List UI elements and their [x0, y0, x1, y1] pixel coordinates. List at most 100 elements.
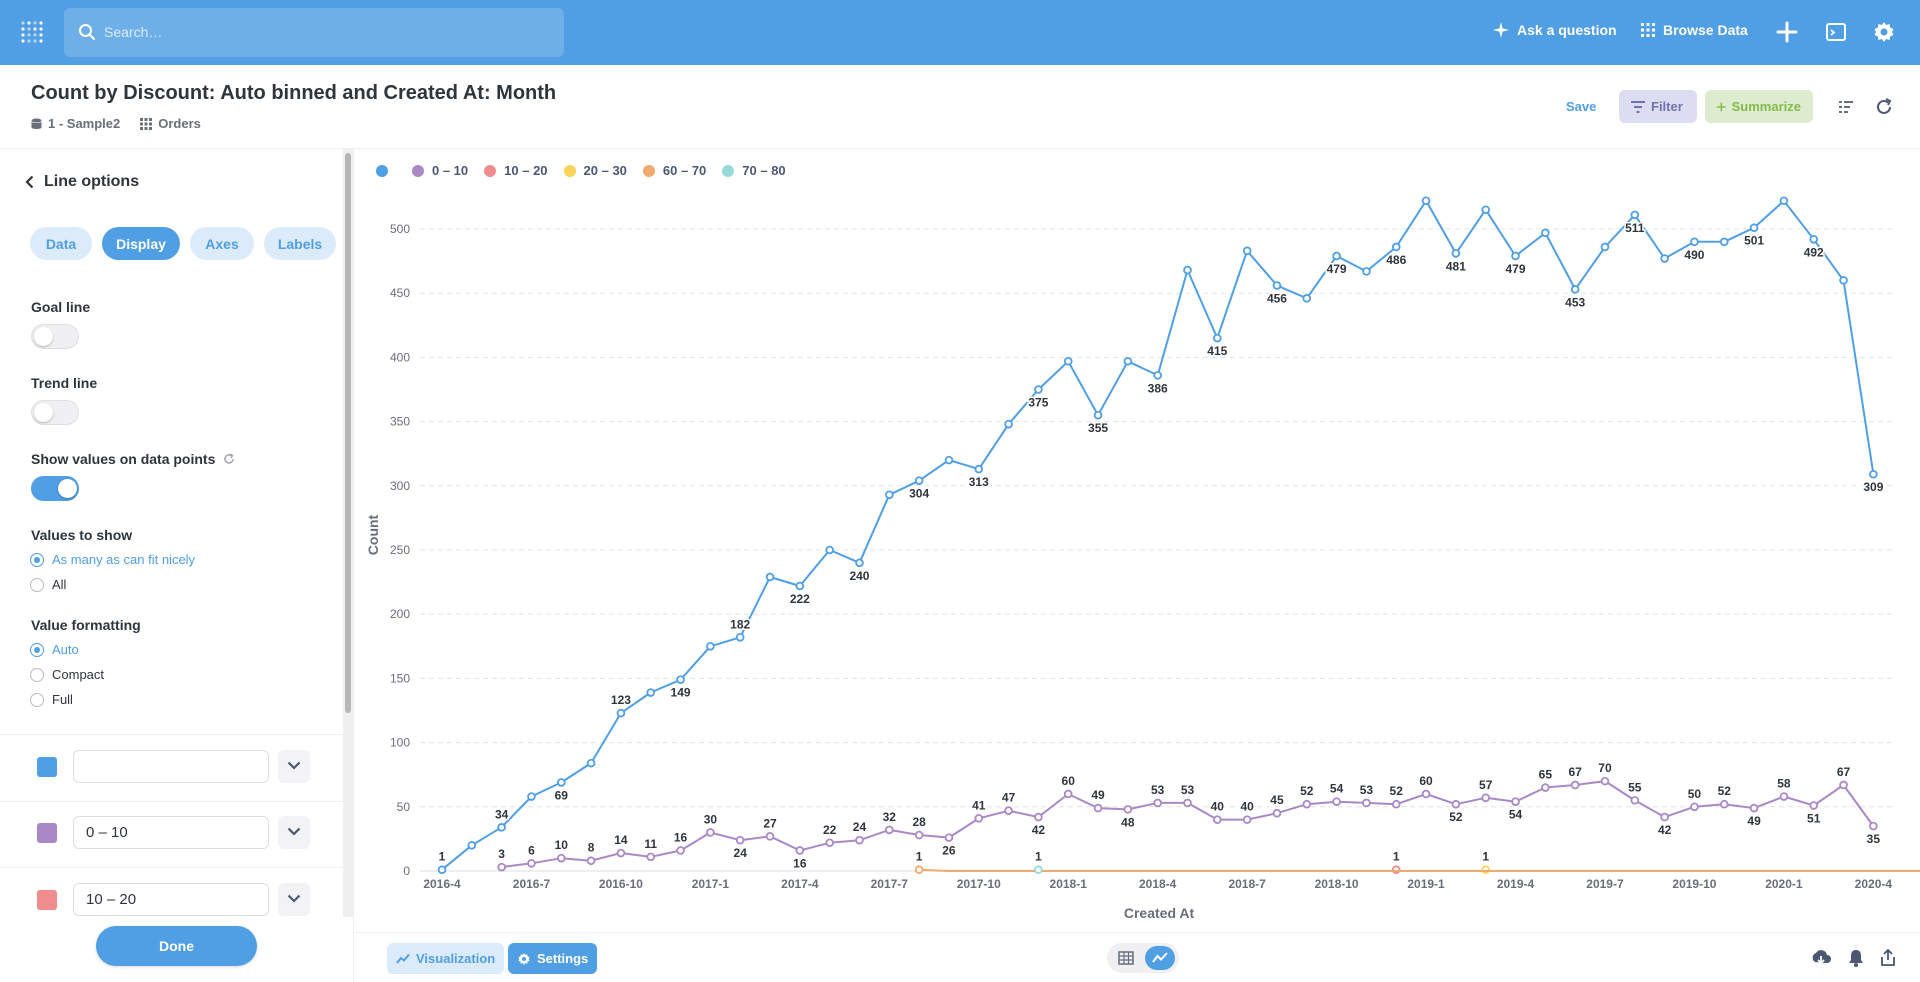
legend-label: 20 – 30	[583, 163, 627, 178]
tab-data[interactable]: Data	[30, 227, 92, 260]
data-point	[1362, 798, 1371, 808]
sql-editor-icon[interactable]	[1824, 20, 1848, 44]
bell-icon[interactable]	[1845, 947, 1867, 969]
legend-item[interactable]: 60 – 70	[642, 163, 706, 178]
settings-button[interactable]: Settings	[508, 943, 598, 974]
trend-line-label: Trend line	[31, 375, 98, 391]
tab-axes[interactable]: Axes	[190, 227, 254, 260]
legend-item[interactable]: 20 – 30	[563, 163, 627, 178]
data-point	[467, 841, 477, 850]
divider	[0, 867, 343, 868]
x-tick-label: 2018-4	[1139, 877, 1177, 891]
data-label: 222	[790, 592, 810, 606]
data-point	[884, 490, 894, 500]
download-icon[interactable]	[1810, 947, 1832, 969]
data-label: 30	[704, 812, 718, 826]
data-label: 309	[1863, 480, 1883, 494]
data-label: 490	[1684, 248, 1704, 262]
table-name[interactable]: Orders	[158, 116, 201, 131]
question-title[interactable]: Count by Discount: Auto binned and Creat…	[31, 82, 557, 104]
summarize-button[interactable]: Summarize	[1705, 90, 1813, 123]
data-point	[1034, 385, 1043, 394]
data-label: 54	[1509, 808, 1523, 822]
database-name[interactable]: 1 - Sample2	[48, 116, 121, 131]
series-settings-dropdown[interactable]	[278, 883, 310, 916]
legend-label: 10 – 20	[504, 163, 548, 178]
data-label: 375	[1028, 396, 1048, 410]
sparkle-icon	[1493, 22, 1509, 38]
legend-item[interactable]: 0 – 10	[412, 163, 468, 178]
data-label: 1	[439, 850, 446, 864]
data-point	[616, 848, 626, 858]
add-icon[interactable]	[1775, 20, 1799, 44]
divider	[0, 801, 343, 802]
format-option-full[interactable]: Full	[30, 692, 73, 707]
data-label: 34	[495, 807, 509, 821]
series-name-input[interactable]: 0 – 10	[73, 816, 269, 849]
legend-item[interactable]: 70 – 80	[722, 163, 786, 178]
metabase-logo-icon[interactable]	[20, 20, 46, 46]
data-label: 60	[1062, 774, 1076, 788]
values-option-all[interactable]: All	[30, 577, 66, 592]
legend-item[interactable]: 10 – 20	[484, 163, 548, 178]
goal-line-toggle[interactable]	[31, 324, 79, 349]
search-bar[interactable]: Search…	[64, 8, 564, 57]
values-option-fit[interactable]: As many as can fit nicely	[30, 552, 195, 567]
data-point	[1511, 251, 1520, 261]
data-label: 28	[912, 815, 926, 829]
series-settings-dropdown[interactable]	[278, 816, 310, 849]
browse-data-button[interactable]: Browse Data	[1641, 22, 1748, 38]
data-point	[1093, 803, 1103, 813]
show-values-toggle[interactable]	[31, 476, 79, 501]
show-values-setting: Show values on data points	[31, 451, 235, 467]
tab-labels[interactable]: Labels	[264, 227, 336, 260]
chevron-left-icon	[25, 175, 34, 189]
filter-button[interactable]: Filter	[1619, 90, 1697, 123]
tab-display[interactable]: Display	[102, 227, 180, 260]
data-point	[1153, 798, 1162, 808]
series-color-swatch[interactable]	[37, 890, 57, 910]
data-label: 501	[1744, 234, 1764, 248]
series-color-swatch[interactable]	[37, 823, 57, 843]
legend-item[interactable]	[376, 164, 396, 177]
data-label: 42	[1032, 823, 1046, 837]
data-label: 32	[883, 810, 897, 824]
visualization-button[interactable]: Visualization	[387, 943, 505, 974]
data-point	[974, 814, 984, 823]
series-name-input[interactable]	[73, 750, 269, 783]
format-option-compact[interactable]: Compact	[30, 667, 104, 682]
data-point	[1302, 799, 1312, 809]
data-point	[1272, 281, 1282, 290]
sidebar-scrollbar-thumb[interactable]	[345, 153, 351, 713]
y-tick-label: 50	[397, 800, 411, 814]
reset-icon[interactable]	[223, 453, 235, 465]
share-icon[interactable]	[1877, 947, 1899, 969]
done-button[interactable]: Done	[96, 926, 257, 966]
table-view-toggle[interactable]	[1111, 946, 1141, 970]
series-name-input[interactable]: 10 – 20	[73, 883, 269, 916]
divider	[0, 734, 343, 735]
chart-view-toggle[interactable]	[1145, 946, 1175, 970]
format-option-auto[interactable]: Auto	[30, 642, 79, 657]
back-button[interactable]: Line options	[25, 173, 139, 191]
plus-icon	[1717, 102, 1726, 111]
data-label: 149	[671, 686, 691, 700]
notebook-icon[interactable]	[1835, 96, 1857, 118]
data-point	[1213, 815, 1222, 824]
data-label: 479	[1327, 262, 1347, 276]
refresh-icon[interactable]	[1873, 96, 1895, 118]
data-point	[706, 641, 715, 651]
line-chart-icon	[1152, 952, 1168, 963]
data-point	[765, 572, 775, 582]
series-color-swatch[interactable]	[37, 757, 57, 777]
ask-question-button[interactable]: Ask a question	[1493, 22, 1617, 38]
gear-icon[interactable]	[1872, 20, 1896, 44]
data-point	[1391, 799, 1401, 809]
save-button[interactable]: Save	[1566, 99, 1597, 114]
data-label: 69	[555, 788, 569, 802]
trend-line-toggle[interactable]	[31, 400, 79, 425]
data-label: 14	[614, 833, 628, 847]
series-settings-dropdown[interactable]	[278, 750, 310, 783]
data-point	[1869, 469, 1878, 479]
